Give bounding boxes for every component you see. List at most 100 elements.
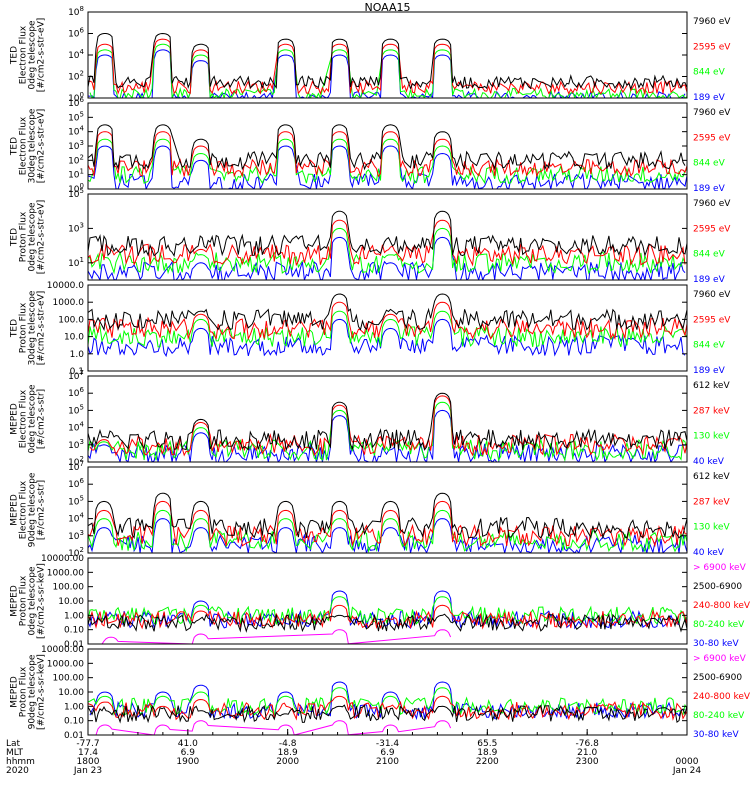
- y-tick-label: 10000.00: [41, 645, 84, 655]
- legend-entry: 189 eV: [693, 275, 726, 285]
- panel-6: 102 103 104 105 106 107 MEPEDElectron Flux90de…: [10, 460, 731, 559]
- legend-entry: 240-800 keV: [693, 692, 750, 702]
- x-tick-label: 6.9: [181, 748, 196, 758]
- y-tick-label: 0.10: [64, 626, 84, 636]
- y-axis-label: MEPEDElectron Flux90deg telescope[#/cm2-…: [10, 472, 47, 547]
- panel-frame: [87, 102, 688, 190]
- series-612 keV: [88, 492, 687, 540]
- panel-data: [88, 293, 687, 358]
- panel-3: 101 103 105 TEDProton Flux0deg telescope[#/…: [10, 187, 732, 285]
- legend-entry: 7960 eV: [693, 199, 731, 209]
- series-> 6900 keV: [101, 629, 452, 644]
- y-tick-label: 10000.00: [41, 554, 84, 564]
- y-tick-label: 0.01: [64, 640, 84, 650]
- panel-7: 0.01 0.10 1.00 10.00 100.00 1000.00 10000.00ME…: [10, 554, 750, 650]
- x-tick-label: 2300: [576, 757, 599, 767]
- legend-entry: 40 keV: [693, 457, 725, 467]
- y-tick-label: 100: [68, 182, 84, 195]
- series-2595 eV: [88, 38, 687, 96]
- y-tick-label: 107: [68, 369, 84, 382]
- legend-entry: > 6900 keV: [693, 563, 747, 573]
- y-axis-label: MEPEDProton Flux90deg telescope[#/cm2-s-…: [10, 654, 47, 730]
- y-tick-label: 1000.00: [47, 659, 84, 669]
- panel-data: [88, 681, 687, 735]
- y-axis-label: TEDProton Flux30deg telescope[#/cm2-s-st…: [10, 290, 47, 365]
- y-tick-label: 105: [68, 403, 84, 416]
- series-2595 eV: [88, 301, 687, 341]
- series-2500-6900: [88, 612, 687, 633]
- legend-entry: 240-800 keV: [693, 601, 750, 611]
- y-tick-label: 10.00: [58, 688, 84, 698]
- x-tick-label: 1800: [77, 757, 100, 767]
- x-tick-label: 2000: [276, 757, 299, 767]
- series-240-800 keV: [88, 604, 687, 630]
- legend-entry: 612 keV: [693, 472, 730, 482]
- series-7960 eV: [88, 124, 686, 171]
- y-tick-label: 104: [68, 512, 84, 525]
- y-tick-label: 106: [68, 386, 84, 399]
- y-tick-label: 10.00: [58, 597, 84, 607]
- y-tick-label: 0.01: [64, 731, 84, 741]
- y-tick-label: 106: [68, 27, 84, 40]
- legend-entry: 2595 eV: [693, 42, 731, 52]
- panel-frame: [87, 466, 688, 554]
- y-tick-label: 103: [68, 139, 84, 152]
- y-axis-label: TEDElectron Flux30deg telescope[#/cm2-s-…: [10, 108, 47, 183]
- y-tick-label: 101: [68, 168, 84, 181]
- x-tick-label: 18.9: [477, 748, 497, 758]
- legend-entry: 2595 eV: [693, 315, 731, 325]
- y-tick-label: 10.0: [64, 333, 84, 343]
- y-tick-label: 100.00: [53, 674, 85, 684]
- panel-frame: [87, 648, 688, 736]
- x-tick-label: -31.4: [376, 739, 400, 749]
- x-tick-label: -76.8: [576, 739, 600, 749]
- series-189 eV: [88, 49, 686, 98]
- series-287 keV: [88, 500, 687, 548]
- x-tick-label: 0000: [676, 757, 699, 767]
- panel-8: 0.01 0.10 1.00 10.00 100.00 1000.00 10000.00ME…: [10, 645, 750, 741]
- y-tick-label: 102: [68, 546, 84, 559]
- series-7960 eV: [88, 32, 687, 90]
- x-tick-label: 41.0: [178, 739, 198, 749]
- series-40 keV: [88, 518, 687, 553]
- legend-entry: 189 eV: [693, 93, 726, 103]
- series-2500-6900: [88, 704, 687, 724]
- y-tick-label: 102: [68, 153, 84, 166]
- series-40 keV: [88, 409, 687, 462]
- y-tick-label: 0.10: [64, 717, 84, 727]
- y-tick-label: 1.00: [64, 611, 84, 621]
- panel-frame: [87, 557, 688, 645]
- panel-data: [88, 210, 687, 280]
- x-tick-label: 18.9: [278, 748, 298, 758]
- y-tick-label: 107: [68, 460, 84, 473]
- series-130 keV: [88, 509, 687, 553]
- x-tick-label: -77.7: [76, 739, 99, 749]
- chart-title: NOAA15: [364, 1, 410, 14]
- legend-entry: 287 keV: [693, 406, 730, 416]
- y-tick-label: 0.1: [70, 367, 84, 377]
- x-tick-label: 65.5: [477, 739, 497, 749]
- x-tick-label: -4.8: [279, 739, 297, 749]
- y-tick-label: 104: [68, 48, 84, 61]
- legend-entry: 30-80 keV: [693, 730, 739, 740]
- y-tick-label: 105: [68, 187, 84, 200]
- y-axis-label: TEDElectron Flux0deg telescope[#/cm2-s-s…: [10, 18, 47, 93]
- legend-entry: 844 eV: [693, 250, 726, 260]
- y-tick-label: 1.0: [70, 350, 85, 360]
- series-844 eV: [88, 310, 687, 348]
- legend-entry: 844 eV: [693, 68, 726, 78]
- legend-entry: 7960 eV: [693, 290, 731, 300]
- y-tick-label: 100.0: [58, 315, 84, 325]
- legend-entry: 844 eV: [693, 341, 726, 351]
- panel-5: 102 103 104 105 106 107 MEPEDElectron Flux0deg…: [10, 369, 731, 468]
- y-tick-label: 104: [68, 421, 84, 434]
- panel-data: [88, 392, 687, 462]
- y-axis-label: MEPEDProton Flux0deg telescope[#/cm2-s-s…: [10, 563, 47, 639]
- legend-entry: 2500-6900: [693, 673, 742, 683]
- series-844 eV: [89, 43, 687, 98]
- y-tick-label: 103: [68, 438, 84, 451]
- panel-frame: [87, 193, 688, 281]
